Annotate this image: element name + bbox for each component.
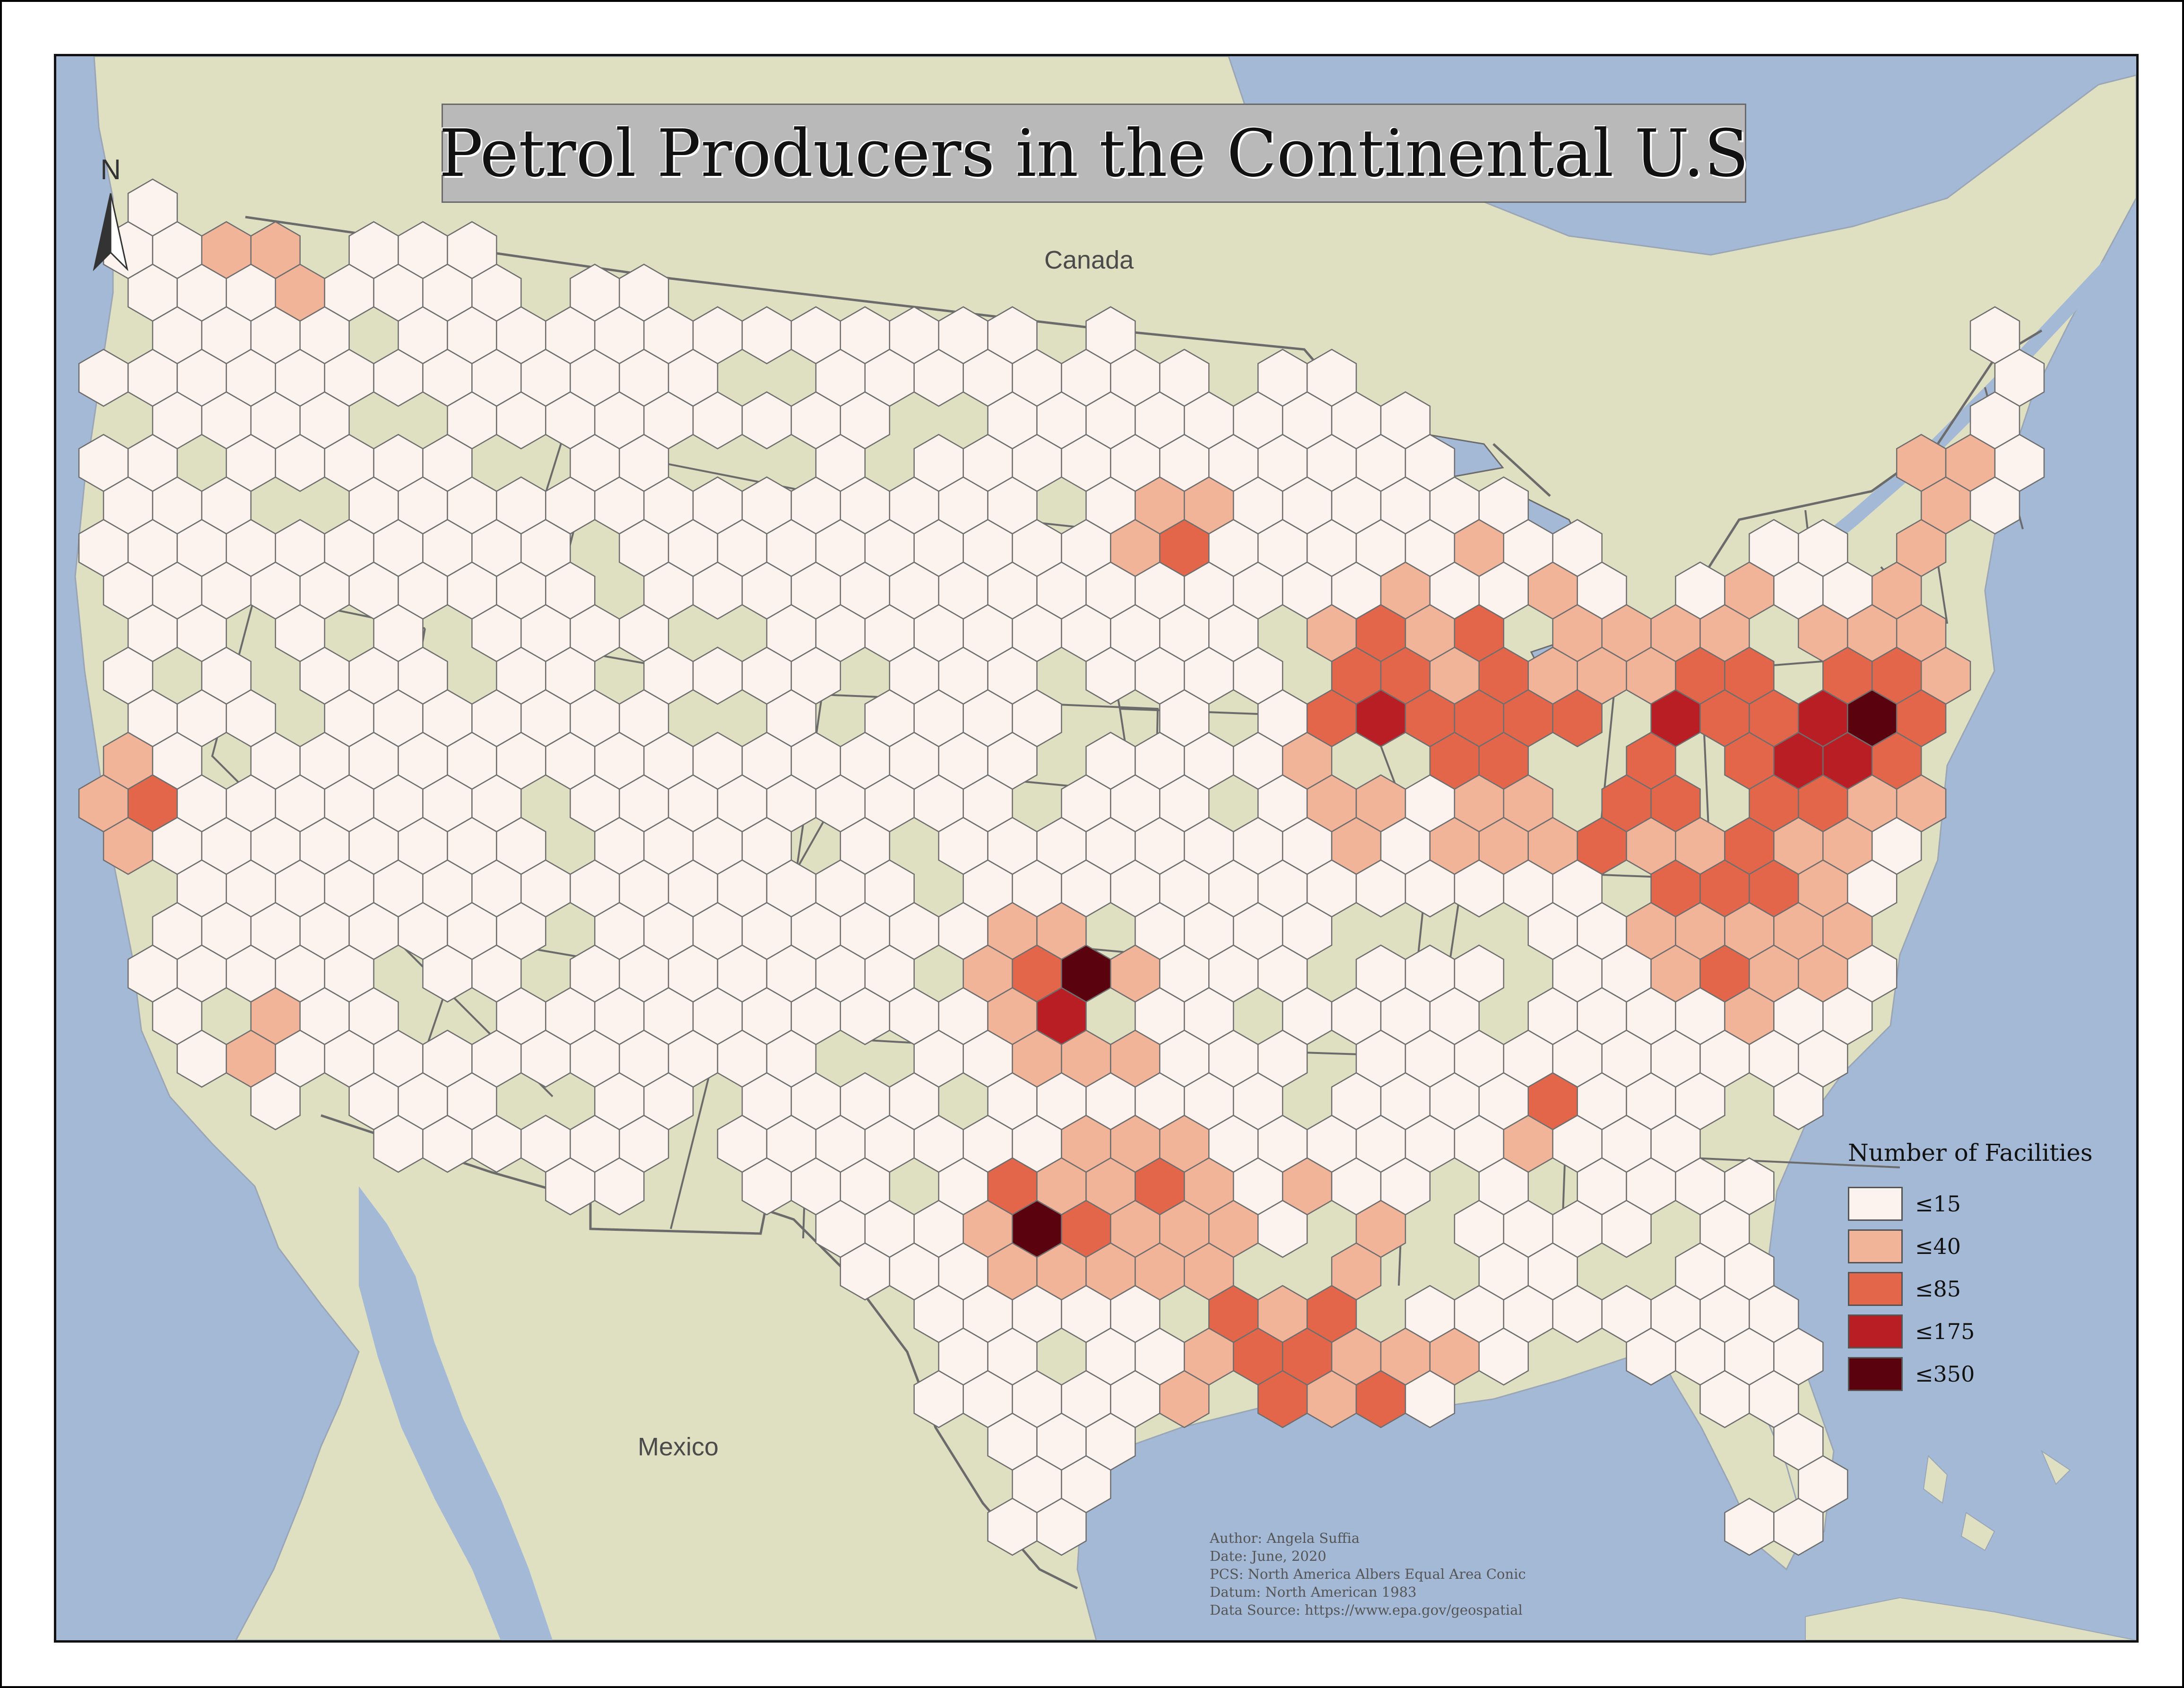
- legend-item: ≤175: [1848, 1310, 2113, 1353]
- hex-bin: [1552, 689, 1603, 748]
- hex-bin: [1601, 1200, 1652, 1258]
- bahamas: [1923, 1450, 2071, 1551]
- credit-date: Date: June, 2020: [1210, 1548, 1326, 1564]
- credit-pcs: PCS: North America Albers Equal Area Con…: [1210, 1566, 1526, 1582]
- north-arrow: N: [75, 151, 146, 278]
- map-frame[interactable]: Petrol Producers in the Continental U.S …: [54, 54, 2139, 1643]
- hex-bin: [1969, 476, 2020, 535]
- legend-label: ≤350: [1915, 1361, 1975, 1387]
- legend-item: ≤40: [1848, 1225, 2113, 1268]
- map-title: Petrol Producers in the Continental U.S: [439, 115, 1749, 191]
- north-label: N: [100, 154, 121, 185]
- gulf-of-california: [359, 1186, 553, 1640]
- hex-bin: [1404, 1370, 1456, 1428]
- credit-source: Data Source: https://www.epa.gov/geospat…: [1210, 1602, 1523, 1618]
- mexico-label: Mexico: [638, 1433, 719, 1461]
- hex-bin: [250, 1072, 301, 1131]
- map-canvas[interactable]: [56, 56, 2136, 1640]
- legend-swatch: [1848, 1187, 1903, 1221]
- hex-bin-layer: [78, 178, 2045, 1556]
- legend-label: ≤175: [1915, 1319, 1975, 1344]
- legend-swatch: [1848, 1314, 1903, 1349]
- north-arrow-icon: N: [93, 154, 129, 271]
- hex-bin: [1478, 1327, 1529, 1386]
- legend-swatch: [1848, 1272, 1903, 1306]
- legend-label: ≤40: [1915, 1234, 1961, 1259]
- credit-datum: Datum: North American 1983: [1210, 1584, 1417, 1600]
- hex-bin: [594, 1157, 645, 1216]
- map-title-box: Petrol Producers in the Continental U.S: [439, 104, 1749, 203]
- legend-swatch: [1848, 1357, 1903, 1391]
- canada-label: Canada: [1044, 246, 1134, 274]
- cuba: [1805, 1597, 2136, 1640]
- legend-swatch: [1848, 1229, 1903, 1263]
- legend-label: ≤85: [1915, 1276, 1961, 1302]
- legend-item: ≤15: [1848, 1183, 2113, 1225]
- hex-bin: [1159, 1370, 1210, 1428]
- legend: Number of Facilities ≤15 ≤40 ≤85 ≤175 ≤3…: [1848, 1139, 2113, 1470]
- hex-bin: [1773, 1497, 1824, 1556]
- hex-bin: [1036, 1497, 1087, 1556]
- legend-item: ≤350: [1848, 1353, 2113, 1395]
- hex-bin: [1773, 1072, 1824, 1131]
- legend-title: Number of Facilities: [1848, 1139, 2093, 1166]
- legend-item: ≤85: [1848, 1268, 2113, 1310]
- hex-bin: [1257, 1200, 1308, 1258]
- legend-label: ≤15: [1915, 1191, 1961, 1217]
- map-credits: Author: Angela Suffia Date: June, 2020 P…: [1210, 1529, 1635, 1619]
- credit-author: Author: Angela Suffia: [1210, 1530, 1360, 1546]
